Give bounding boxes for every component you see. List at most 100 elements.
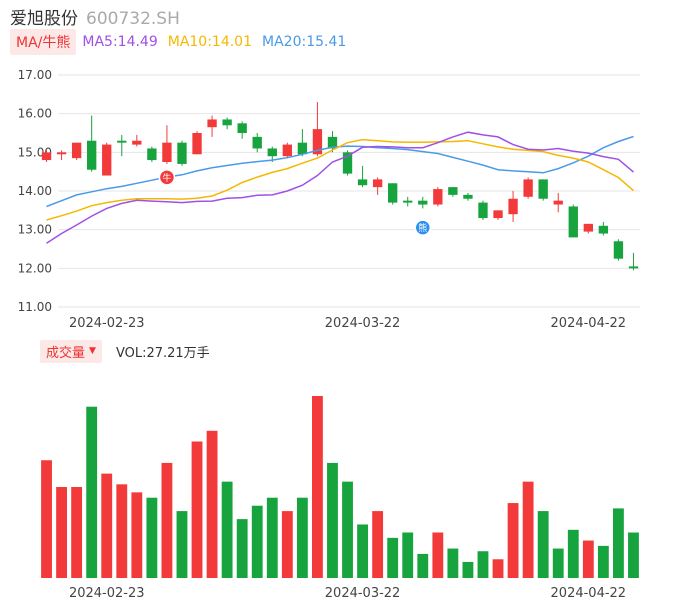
candle-body xyxy=(568,206,578,238)
ma10-label: MA10:14.01 xyxy=(167,34,253,50)
candle-body xyxy=(282,144,292,157)
candle xyxy=(207,115,217,137)
marker-badge xyxy=(158,169,176,186)
candle xyxy=(493,210,503,220)
candle xyxy=(177,140,187,166)
volume-indicator-bar: 成交量 ▼ VOL:27.21万手 xyxy=(40,339,210,363)
price-date-label: 2024-04-22 xyxy=(551,316,627,331)
candle xyxy=(583,223,593,234)
volume-bar xyxy=(281,511,293,578)
ma20-label: MA20:15.41 xyxy=(262,34,347,50)
volume-date-label: 2024-03-22 xyxy=(325,586,401,601)
volume-bar xyxy=(71,487,83,578)
candle-body xyxy=(162,142,172,162)
candle-body xyxy=(102,144,112,176)
candle xyxy=(433,187,443,207)
ma-indicator-bar: MA/牛熊 MA5:14.49 MA10:14.01 MA20:15.41 xyxy=(10,29,356,55)
volume-bar xyxy=(312,396,323,578)
volume-value: VOL:27.21万手 xyxy=(115,345,210,361)
volume-bar xyxy=(342,481,353,578)
candle xyxy=(282,142,292,159)
candle xyxy=(102,142,112,176)
candle-body xyxy=(267,148,277,157)
volume-toggle-button[interactable]: 成交量 ▼ xyxy=(40,339,102,363)
candle xyxy=(192,131,202,155)
candle-body xyxy=(342,152,353,174)
marker-text: 牛 xyxy=(162,172,171,184)
ma10-line xyxy=(46,138,634,221)
marker-text: 熊 xyxy=(418,222,427,234)
candle xyxy=(553,192,563,213)
volume-bar xyxy=(116,484,128,578)
candle-body xyxy=(448,187,458,195)
candle xyxy=(162,125,172,164)
candle-body xyxy=(312,129,323,155)
volume-date-label: 2024-02-23 xyxy=(69,586,145,601)
volume-bar xyxy=(251,505,263,578)
volume-bar xyxy=(86,406,98,578)
candle-body xyxy=(71,142,82,159)
candle-body xyxy=(613,241,624,259)
candle xyxy=(418,196,428,209)
price-tick-label: 17.00 xyxy=(18,68,52,82)
candle xyxy=(568,204,578,238)
volume-bar xyxy=(447,548,459,578)
candle xyxy=(508,191,518,222)
price-tick-label: 16.00 xyxy=(18,107,52,121)
candle xyxy=(388,183,398,205)
volume-date-label: 2024-04-22 xyxy=(551,586,627,601)
candle-body xyxy=(56,152,67,155)
volume-bar xyxy=(191,441,203,578)
volume-bar xyxy=(266,497,278,578)
candle-body xyxy=(132,140,142,145)
candle-body xyxy=(327,136,338,149)
candle xyxy=(372,177,383,195)
candle xyxy=(478,200,488,220)
volume-bar xyxy=(597,545,609,578)
candle-body xyxy=(418,200,428,205)
price-tick-label: 13.00 xyxy=(18,223,52,237)
candle xyxy=(222,117,232,130)
candle-body xyxy=(388,183,398,203)
volume-toggle-label: 成交量 xyxy=(46,345,86,361)
volume-bar xyxy=(131,492,143,578)
price-tick-label: 12.00 xyxy=(18,261,52,275)
candle xyxy=(132,134,142,147)
candle-body xyxy=(222,119,232,126)
candle xyxy=(117,134,127,157)
volume-bar xyxy=(552,548,564,578)
candle-body xyxy=(117,140,127,143)
volume-bar xyxy=(432,532,444,578)
candle-body xyxy=(463,194,473,199)
candle xyxy=(87,115,97,172)
price-date-label: 2024-02-23 xyxy=(69,316,145,331)
volume-bar xyxy=(387,537,399,578)
candle-body xyxy=(297,142,308,155)
volume-bar xyxy=(507,503,519,578)
candle-body xyxy=(147,148,157,161)
volume-bar xyxy=(492,559,504,578)
candle-body xyxy=(403,200,413,203)
price-date-label: 2024-03-22 xyxy=(325,316,401,331)
candle-body xyxy=(478,202,488,219)
volume-bar xyxy=(462,561,474,578)
candle-body xyxy=(87,140,97,170)
candle xyxy=(147,146,157,162)
ma-toggle-button[interactable]: MA/牛熊 xyxy=(10,29,77,55)
candle-body xyxy=(41,152,52,161)
price-tick-label: 14.00 xyxy=(18,184,52,198)
volume-chart: 2024-02-23 2024-03-22 2024-04-22 xyxy=(41,396,639,601)
candle-body xyxy=(598,225,609,234)
candle-body xyxy=(493,210,503,219)
volume-bar xyxy=(613,508,624,578)
candle xyxy=(628,252,639,271)
candle-body xyxy=(372,179,383,188)
volume-bar xyxy=(176,511,188,578)
candle xyxy=(613,239,624,261)
volume-bar xyxy=(522,481,534,578)
stock-name: 爱旭股份 xyxy=(10,9,78,29)
marker-badge xyxy=(414,219,432,236)
bear-marker-icon: 熊 xyxy=(414,219,432,236)
candle-body xyxy=(207,119,217,128)
bull-marker-icon: 牛 xyxy=(158,169,176,186)
